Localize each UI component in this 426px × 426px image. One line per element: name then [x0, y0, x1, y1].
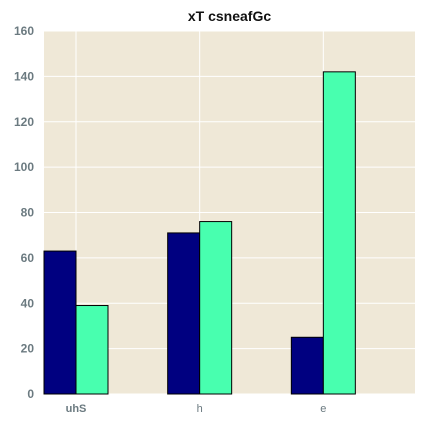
- y-tick-label: 160: [14, 24, 34, 38]
- x-tick-label: h: [197, 403, 203, 415]
- y-tick-label: 60: [21, 251, 35, 265]
- chart-title: xT csneafGc: [188, 8, 271, 24]
- y-tick-label: 40: [21, 296, 35, 310]
- y-tick-label: 0: [27, 387, 34, 401]
- y-axis-ticks: 0 20 40 60 80 100 120 140 160: [14, 24, 34, 401]
- bar-uhS-series-1: [43, 250, 77, 395]
- bar-h-series-1: [167, 232, 201, 395]
- bar-uhS-series-2: [75, 305, 109, 395]
- bar-e-series-1: [290, 336, 324, 395]
- y-tick-label: 120: [14, 115, 34, 129]
- bars: [43, 71, 356, 395]
- bar-h-series-2: [199, 221, 233, 395]
- y-tick-label: 140: [14, 69, 34, 83]
- y-tick-label: 80: [21, 206, 35, 220]
- x-tick-label: e: [320, 403, 326, 415]
- y-tick-label: 20: [21, 342, 35, 356]
- y-tick-label: 100: [14, 160, 34, 174]
- x-axis-ticks: uhS h e: [66, 403, 327, 415]
- bar-e-series-2: [322, 71, 356, 395]
- x-tick-label: uhS: [66, 403, 87, 415]
